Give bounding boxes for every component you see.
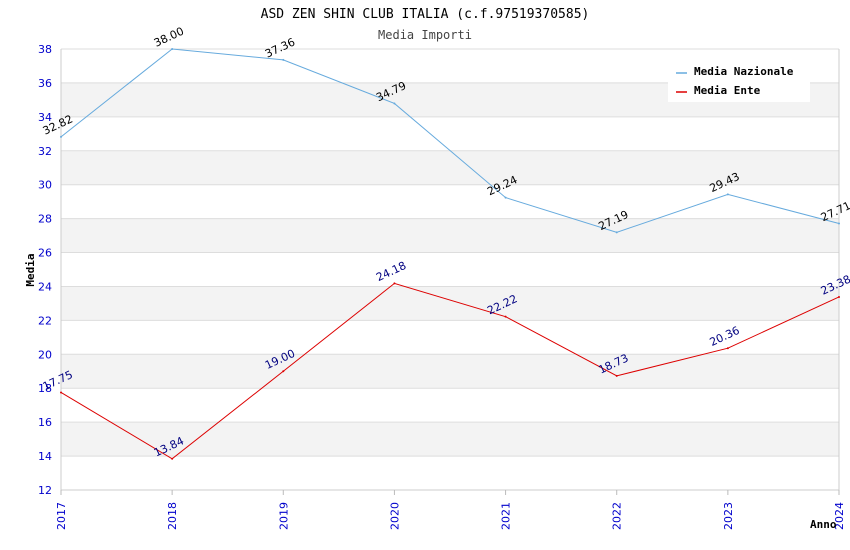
y-tick-label: 22 <box>38 314 52 327</box>
data-point <box>615 231 618 234</box>
y-tick-label: 20 <box>38 348 52 361</box>
data-point <box>60 135 62 138</box>
series-line-1 <box>60 282 840 460</box>
x-tick-label: 2023 <box>722 502 735 530</box>
series-line-0 <box>60 48 840 233</box>
data-point <box>838 295 840 298</box>
data-label: 38.00 <box>152 25 186 50</box>
data-point <box>60 391 62 394</box>
x-tick-labels: 2017 2018 2019 2020 2021 2022 2023 2024 <box>55 502 846 530</box>
data-point <box>504 196 507 199</box>
y-tick-label: 38 <box>38 43 52 56</box>
y-tick-label: 12 <box>38 484 52 497</box>
y-tick-label: 26 <box>38 247 52 260</box>
grid-band <box>61 218 839 253</box>
data-point <box>838 222 840 225</box>
data-point <box>504 315 507 318</box>
legend-box <box>668 60 810 102</box>
chart-title: ASD ZEN SHIN CLUB ITALIA (c.f.9751937058… <box>261 7 590 22</box>
data-point <box>726 193 729 196</box>
x-tick-label: 2024 <box>833 502 846 530</box>
chart-subtitle: Media Importi <box>378 28 472 42</box>
y-tick-label: 18 <box>38 382 52 395</box>
data-point <box>726 347 729 350</box>
y-tick-labels: 12 14 16 18 20 22 24 26 28 30 32 34 36 38 <box>38 43 52 497</box>
legend: Media Nazionale Media Ente <box>668 60 810 102</box>
y-tick-label: 32 <box>38 145 52 158</box>
data-label: 20.36 <box>708 324 742 349</box>
x-tick-label: 2021 <box>500 502 513 530</box>
x-tick-label: 2022 <box>611 502 624 530</box>
grid-bands <box>61 82 839 457</box>
legend-label-media-ente: Media Ente <box>694 84 761 97</box>
data-label: 37.36 <box>263 35 297 60</box>
y-tick-label: 24 <box>38 280 52 293</box>
grid-band <box>61 354 839 389</box>
data-label: 24.18 <box>374 259 408 284</box>
data-point <box>615 374 618 377</box>
x-axis-label: Anno <box>810 518 837 531</box>
series-group <box>60 48 840 460</box>
axes <box>60 49 840 495</box>
y-axis-label: Media <box>24 253 37 286</box>
grid-band <box>61 286 839 321</box>
data-point <box>393 282 396 285</box>
y-tick-label: 36 <box>38 77 52 90</box>
data-point <box>282 370 285 373</box>
y-tick-label: 14 <box>38 450 52 463</box>
x-tick-label: 2019 <box>277 502 290 530</box>
x-tick-label: 2017 <box>55 502 68 530</box>
data-point <box>171 457 174 460</box>
grid-band <box>61 150 839 185</box>
y-tick-label: 34 <box>38 111 52 124</box>
y-tick-label: 30 <box>38 179 52 192</box>
x-tick-label: 2018 <box>166 502 179 530</box>
x-tick-label: 2020 <box>388 502 401 530</box>
data-point <box>393 102 396 105</box>
legend-label-media-nazionale: Media Nazionale <box>694 65 794 78</box>
data-point <box>282 58 285 61</box>
data-label: 17.75 <box>41 368 75 393</box>
grid-band <box>61 422 839 457</box>
data-point <box>171 48 174 50</box>
y-tick-label: 16 <box>38 416 52 429</box>
y-tick-label: 28 <box>38 213 52 226</box>
